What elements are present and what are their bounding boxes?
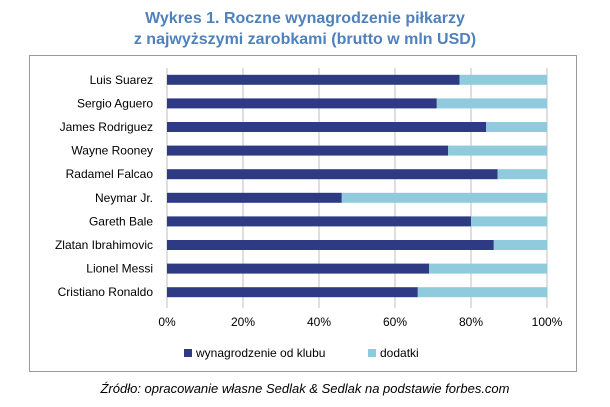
bar-segment-bonus [448,145,547,156]
legend-label-bonus: dodatki [380,346,419,360]
bar-segment-bonus [471,216,547,227]
bar-segment-bonus [459,74,547,85]
y-tick-label: Neymar Jr. [95,191,153,205]
y-tick-label: Sergio Aguero [77,96,153,110]
bar-segment-bonus [341,192,547,203]
bar-segment-bonus [493,240,547,250]
y-tick-label: Wayne Rooney [71,144,153,158]
y-tick-label: Zlatan Ibrahimovic [55,238,153,252]
y-tick-label: Radamel Falcao [66,167,154,181]
bar-segment-bonus [486,122,547,132]
y-tick-label: Cristiano Ronaldo [58,285,154,299]
x-tick-label: 100% [532,315,563,329]
chart-frame [29,55,577,372]
bar-segment-club [167,240,494,250]
bar-segment-club [167,216,471,227]
source-note: Źródło: opracowanie własne Sedlak & Sedl… [100,381,510,396]
bar-segment-club [167,122,487,132]
chart-title-line1: Wykres 1. Roczne wynagrodzenie piłkarzy [145,10,465,27]
bar-segment-club [167,169,498,180]
legend-swatch-club [184,349,192,357]
bar-segment-club [167,74,460,85]
legend-label-club: wynagrodzenie od klubu [195,346,325,360]
bar-segment-bonus [497,169,547,180]
legend-swatch-bonus [368,349,376,357]
y-tick-label: James Rodriguez [60,120,153,134]
x-tick-label: 80% [459,315,483,329]
bar-segment-club [167,287,418,298]
bar-segment-club [167,192,342,203]
bar-segment-bonus [417,287,547,298]
x-tick-label: 40% [307,315,331,329]
y-tick-label: Luis Suarez [90,73,153,87]
x-tick-label: 60% [383,315,407,329]
bar-segment-club [167,263,430,274]
x-tick-label: 20% [231,315,255,329]
bar-segment-bonus [429,263,547,274]
x-tick-label: 0% [158,315,176,329]
y-tick-label: Gareth Bale [89,214,153,228]
bar-segment-club [167,98,437,109]
chart-title-line2: z najwyższymi zarobkami (brutto w mln US… [133,31,477,48]
bar-segment-bonus [436,98,547,109]
y-tick-label: Lionel Messi [86,262,153,276]
bar-segment-club [167,145,449,156]
